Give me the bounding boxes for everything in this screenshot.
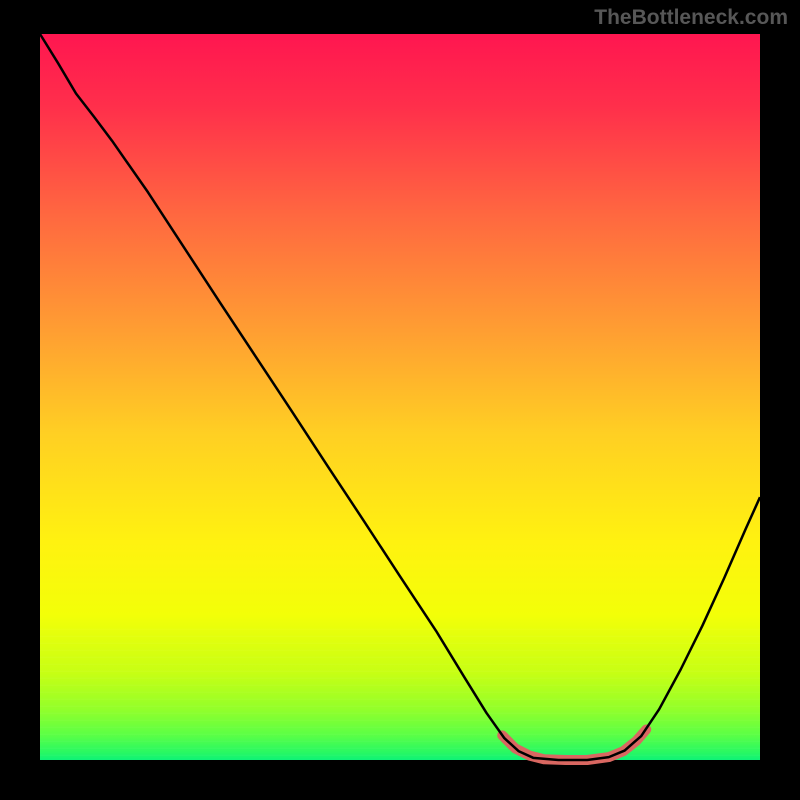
plot-area xyxy=(40,34,760,760)
bottleneck-curve xyxy=(40,34,760,760)
chart-frame: TheBottleneck.com xyxy=(0,0,800,800)
attribution-text: TheBottleneck.com xyxy=(594,6,788,30)
curve-layer xyxy=(40,34,760,760)
bottom-bands xyxy=(40,629,760,755)
